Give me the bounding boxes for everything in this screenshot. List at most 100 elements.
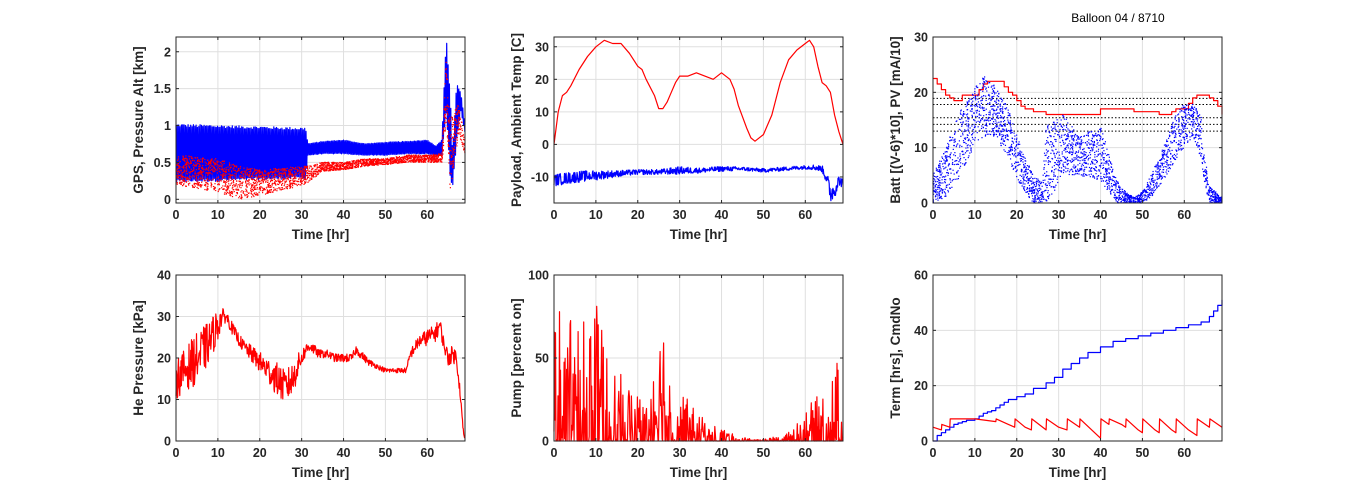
data-point <box>991 92 993 94</box>
data-point <box>386 161 388 163</box>
data-point <box>330 169 332 171</box>
data-point <box>264 189 266 191</box>
data-point <box>1193 126 1195 128</box>
data-point <box>282 172 284 174</box>
data-point <box>1030 171 1032 173</box>
data-point <box>194 182 196 184</box>
x-tick-label: 10 <box>211 208 225 222</box>
data-point <box>379 162 382 165</box>
data-point <box>1150 179 1153 181</box>
data-point <box>256 172 258 174</box>
data-point <box>187 165 190 167</box>
data-point <box>1220 199 1222 201</box>
data-point <box>1044 179 1046 181</box>
data-point <box>443 129 445 132</box>
data-point <box>1073 159 1075 162</box>
data-point <box>298 177 300 179</box>
data-point <box>1080 152 1082 154</box>
data-point <box>341 165 344 168</box>
data-point <box>1197 145 1199 147</box>
data-point <box>1001 136 1003 138</box>
data-point <box>215 158 217 160</box>
data-point <box>271 172 274 174</box>
data-point <box>201 175 203 177</box>
data-point <box>1087 135 1090 137</box>
data-point <box>360 158 362 161</box>
data-point <box>1178 132 1180 134</box>
data-point <box>182 158 184 161</box>
data-point <box>394 162 396 164</box>
data-point <box>1151 194 1154 196</box>
data-point <box>936 168 938 171</box>
data-point <box>447 137 449 139</box>
data-point <box>375 160 378 162</box>
data-point <box>359 160 361 162</box>
data-point <box>249 172 252 174</box>
data-point <box>243 175 245 178</box>
data-point <box>368 160 370 162</box>
data-point <box>1166 159 1168 161</box>
data-point <box>1020 160 1023 162</box>
data-point <box>454 152 456 154</box>
data-point <box>292 178 294 180</box>
data-point <box>455 113 458 115</box>
data-point <box>1023 176 1025 178</box>
data-point <box>273 182 276 184</box>
data-point <box>222 176 224 178</box>
data-point <box>463 143 465 145</box>
data-point <box>944 192 946 194</box>
data-point <box>345 166 348 168</box>
data-point <box>1196 128 1198 130</box>
data-point <box>1161 171 1163 173</box>
data-point <box>286 175 289 177</box>
data-point <box>327 163 329 165</box>
data-point <box>261 171 263 173</box>
data-point <box>983 107 985 109</box>
data-point <box>277 169 279 171</box>
data-point <box>993 87 995 89</box>
data-point <box>370 162 373 164</box>
data-point <box>1002 106 1004 108</box>
data-point <box>1103 162 1105 164</box>
data-point <box>280 181 282 183</box>
data-point <box>183 183 185 185</box>
data-point <box>1181 124 1183 127</box>
data-point <box>954 178 956 180</box>
data-point <box>985 88 987 90</box>
data-point <box>399 161 401 163</box>
data-point <box>242 181 244 183</box>
data-point <box>457 105 459 107</box>
data-point <box>1065 124 1068 127</box>
data-point <box>214 187 217 189</box>
data-point <box>1196 127 1198 130</box>
data-point <box>206 168 208 170</box>
data-point <box>358 163 360 165</box>
data-point <box>952 169 954 171</box>
data-point <box>1115 183 1117 185</box>
data-point <box>1096 176 1098 178</box>
data-point <box>232 178 234 181</box>
data-point <box>1070 160 1072 162</box>
data-point <box>1055 163 1057 165</box>
data-point <box>300 171 302 173</box>
data-point <box>245 194 247 196</box>
data-point <box>188 158 190 160</box>
data-point <box>185 185 187 187</box>
data-point <box>178 175 181 177</box>
data-point <box>977 98 979 100</box>
data-point <box>320 165 322 167</box>
data-point <box>1103 159 1105 161</box>
data-point <box>1005 129 1007 132</box>
data-point <box>1180 133 1182 135</box>
data-point <box>446 108 448 110</box>
data-point <box>1082 173 1084 176</box>
data-point <box>195 176 198 179</box>
data-point <box>1031 189 1033 191</box>
data-point <box>217 176 219 178</box>
data-point <box>288 184 290 186</box>
data-point <box>192 186 194 188</box>
data-point <box>977 86 979 89</box>
data-point <box>459 135 462 138</box>
data-point <box>1056 163 1058 166</box>
